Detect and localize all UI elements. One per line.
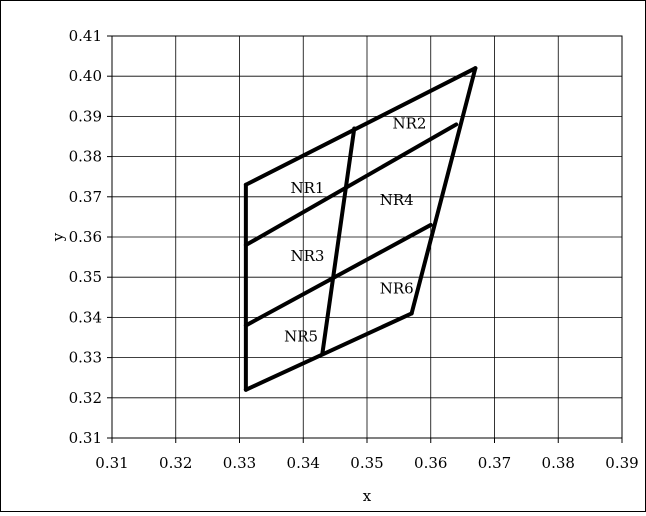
region-labels: NR1 NR2 NR3 NR4 NR5 NR6 bbox=[284, 114, 426, 345]
region-lines bbox=[243, 66, 478, 392]
region-line-2 bbox=[243, 222, 433, 328]
x-tick-label-4: 0.35 bbox=[350, 454, 383, 472]
region-label-nr1: NR1 bbox=[291, 179, 325, 197]
y-tick-label-3: 0.34 bbox=[69, 308, 102, 326]
y-tick-label-5: 0.36 bbox=[69, 228, 102, 246]
region-label-nr2: NR2 bbox=[393, 114, 427, 132]
x-axis-label: x bbox=[363, 487, 372, 505]
region-label-nr4: NR4 bbox=[380, 191, 414, 209]
y-axis-label: y bbox=[49, 232, 67, 242]
y-tick-label-10: 0.41 bbox=[69, 27, 102, 45]
y-tick-label-0: 0.31 bbox=[69, 429, 102, 447]
x-tick-label-0: 0.31 bbox=[95, 454, 128, 472]
x-tick-label-8: 0.39 bbox=[605, 454, 638, 472]
region-line-5 bbox=[320, 126, 357, 356]
y-tick-labels: 0.31 0.32 0.33 0.34 0.35 0.36 0.37 0.38 0.39 0.40… bbox=[69, 27, 112, 447]
x-tick-label-1: 0.32 bbox=[159, 454, 192, 472]
region-label-nr3: NR3 bbox=[291, 247, 325, 265]
region-label-nr5: NR5 bbox=[284, 328, 318, 346]
x-tick-label-5: 0.36 bbox=[414, 454, 447, 472]
y-tick-label-8: 0.39 bbox=[69, 107, 102, 125]
y-tick-label-6: 0.37 bbox=[69, 188, 102, 206]
x-tick-label-3: 0.34 bbox=[287, 454, 320, 472]
region-line-1 bbox=[243, 122, 459, 248]
x-tick-labels: 0.31 0.32 0.33 0.34 0.35 0.36 0.37 0.38 0.39 bbox=[95, 438, 639, 472]
region-line-3 bbox=[243, 311, 414, 392]
region-line-6 bbox=[409, 66, 478, 316]
y-tick-label-2: 0.33 bbox=[69, 349, 102, 367]
y-tick-label-9: 0.40 bbox=[69, 67, 102, 85]
region-label-nr6: NR6 bbox=[380, 279, 414, 297]
y-tick-label-4: 0.35 bbox=[69, 268, 102, 286]
region-line-0 bbox=[243, 66, 478, 187]
x-tick-label-7: 0.38 bbox=[542, 454, 575, 472]
x-tick-label-6: 0.37 bbox=[478, 454, 511, 472]
y-tick-label-1: 0.32 bbox=[69, 389, 102, 407]
y-tick-label-7: 0.38 bbox=[69, 148, 102, 166]
x-tick-label-2: 0.33 bbox=[223, 454, 256, 472]
